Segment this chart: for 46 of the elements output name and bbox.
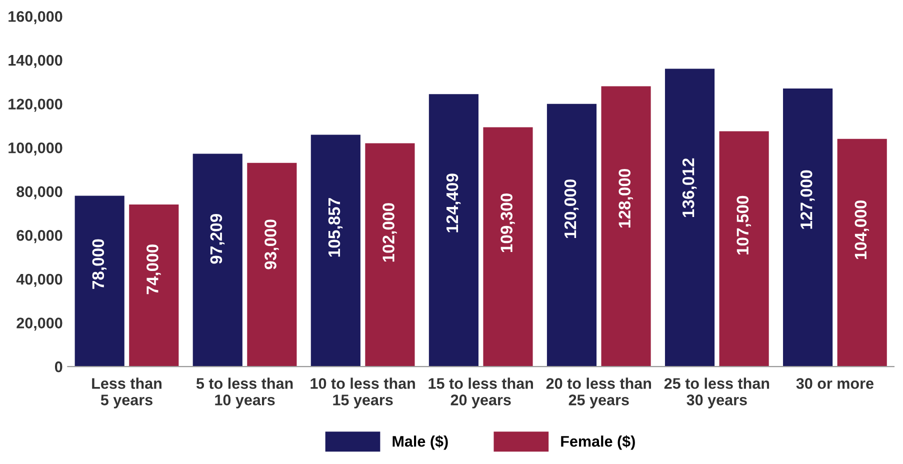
data-label: 102,000 <box>382 203 397 262</box>
x-tick-label: Less than 5 years <box>92 378 162 408</box>
y-tick-label: 40,000 <box>16 274 62 287</box>
data-label: 107,500 <box>736 196 751 254</box>
y-tick-label: 100,000 <box>8 142 62 156</box>
bar <box>719 131 769 367</box>
bar <box>601 86 651 367</box>
data-label: 93,000 <box>264 220 279 270</box>
data-label: 97,209 <box>210 214 225 264</box>
data-label: 104,000 <box>854 200 869 260</box>
data-label: 105,857 <box>328 198 343 257</box>
bar <box>783 88 833 367</box>
data-label: 128,000 <box>618 168 633 228</box>
data-label: 127,000 <box>800 170 815 229</box>
bar <box>365 143 415 367</box>
data-label: 136,012 <box>682 158 697 217</box>
data-label: 109,300 <box>500 194 515 252</box>
bar <box>129 204 179 367</box>
bar <box>546 104 597 367</box>
bar <box>247 162 297 367</box>
bar <box>483 127 533 367</box>
data-label: 78,000 <box>92 239 106 289</box>
data-label: 120,000 <box>564 179 579 238</box>
x-tick-label: 30 or more <box>796 378 874 389</box>
y-tick-label: 120,000 <box>8 98 62 112</box>
y-tick-label: 80,000 <box>16 186 62 200</box>
y-tick-label: 0 <box>54 361 62 372</box>
x-tick-label: 10 to less than 15 years <box>310 378 415 408</box>
y-tick-label: 160,000 <box>8 11 62 24</box>
bar <box>192 154 242 367</box>
bar <box>310 134 360 367</box>
y-tick-label: 20,000 <box>16 318 62 331</box>
bar <box>837 138 887 367</box>
bar <box>428 94 478 367</box>
data-label: 74,000 <box>146 244 161 294</box>
legend-label: Male ($) <box>392 435 448 450</box>
x-tick-label: 5 to less than 10 years <box>196 378 293 408</box>
y-tick-label: 60,000 <box>16 230 62 244</box>
legend-label: Female ($) <box>561 435 635 450</box>
data-label: 124,409 <box>446 174 461 232</box>
bar <box>74 196 124 367</box>
bar <box>664 68 715 367</box>
y-tick-label: 140,000 <box>8 54 62 68</box>
x-tick-label: 20 to less than 25 years <box>546 378 652 408</box>
x-tick-label: 15 to less than 20 years <box>428 378 533 408</box>
x-tick-label: 25 to less than 30 years <box>664 378 770 408</box>
